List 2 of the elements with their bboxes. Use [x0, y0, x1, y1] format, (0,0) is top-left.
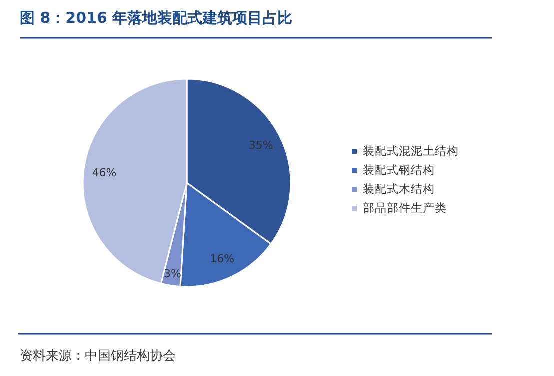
- annotation: 资料来源：中国钢结构协会: [20, 349, 176, 364]
- title: 图 8：2016 年落地装配式建筑项目占比: [20, 9, 293, 27]
